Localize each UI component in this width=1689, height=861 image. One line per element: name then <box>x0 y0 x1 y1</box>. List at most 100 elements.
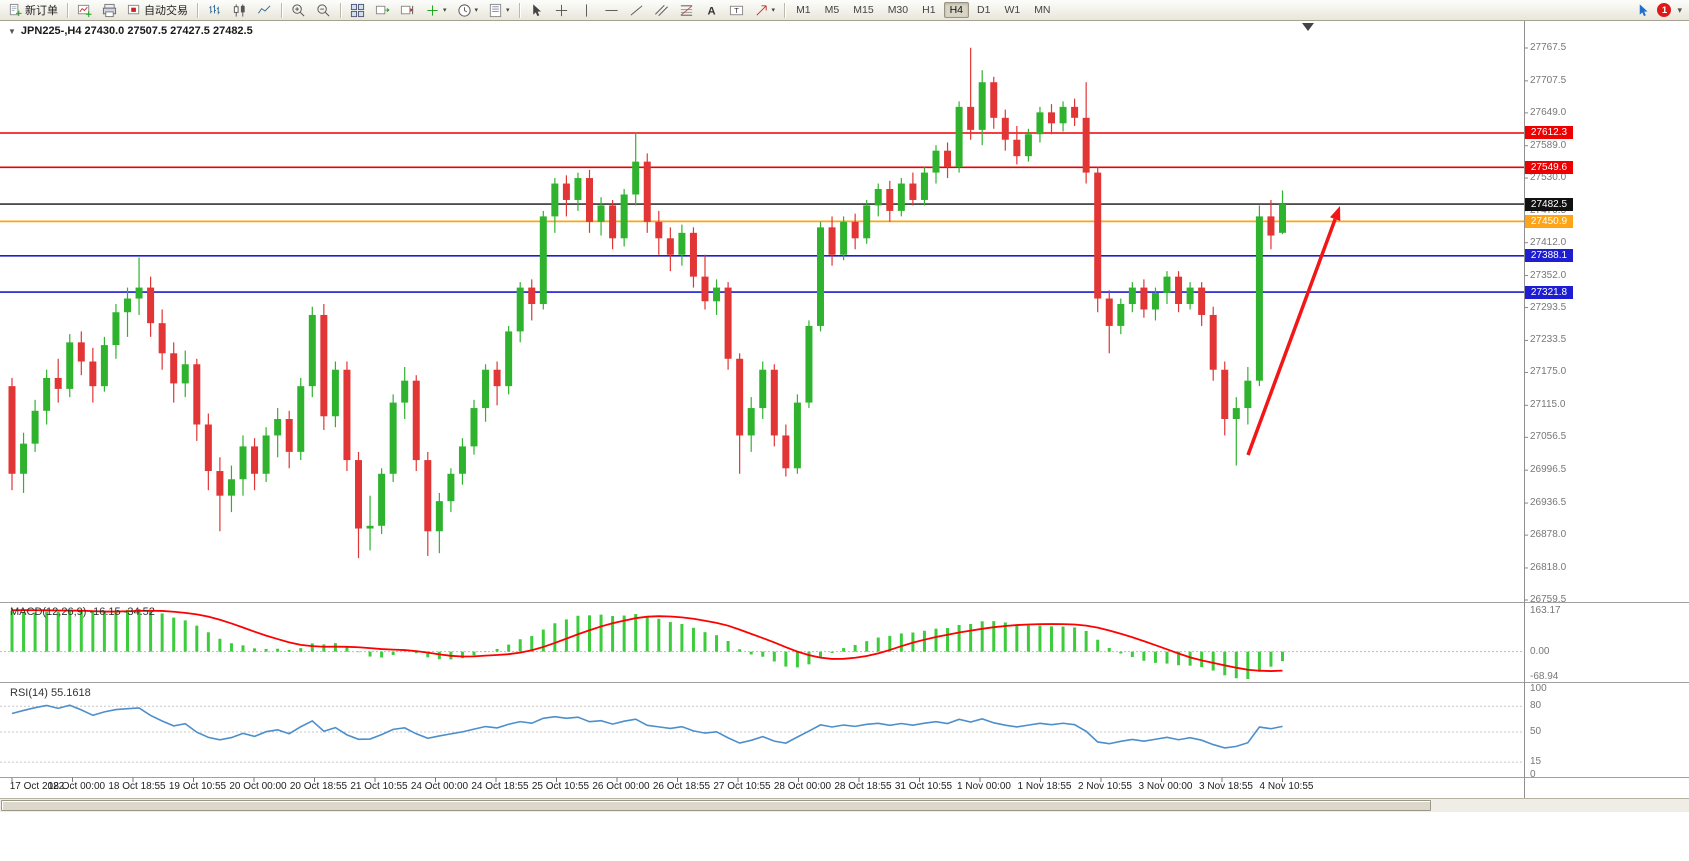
timeframe-m5-button[interactable]: M5 <box>824 4 840 16</box>
autotrading-label: 自动交易 <box>144 5 188 17</box>
zoom-in-icon <box>292 3 305 16</box>
price-axis-label: 26818.0 <box>1530 561 1567 573</box>
cursor-button[interactable] <box>525 0 548 20</box>
time-axis-label: 28 Oct 00:00 <box>773 781 832 792</box>
price-axis-label: 27649.0 <box>1530 106 1567 118</box>
equidistant-channel-button[interactable] <box>650 0 673 20</box>
toolbar-separator <box>281 2 282 18</box>
shift-icon <box>400 5 414 14</box>
text-label-button[interactable]: T <box>725 0 748 20</box>
autotrading-icon <box>127 4 140 14</box>
time-axis-label: 20 Oct 00:00 <box>229 781 287 792</box>
rsi-pane-separator[interactable] <box>0 682 1689 685</box>
bars-icon <box>209 4 220 14</box>
tile-windows-button[interactable] <box>346 0 369 20</box>
trend-arrow-object[interactable] <box>1246 206 1341 456</box>
timeframe-h4-button[interactable]: H4 <box>943 2 969 18</box>
print-button[interactable] <box>98 0 121 20</box>
chart-expand-icon[interactable]: ▼ <box>8 26 16 36</box>
time-axis-label: 2 Nov 10:55 <box>1078 781 1132 792</box>
time-axis-label: 25 Oct 10:55 <box>531 781 590 792</box>
svg-text:T: T <box>734 5 739 14</box>
toolbar-buttons: 新订单 自动交易 ▾ ▾ ▾ A T ▾ M1 M5 M15 M30 H1 H4 D1 W1 MN <box>3 0 1058 20</box>
time-axis-label: 24 Oct 00:00 <box>410 781 469 792</box>
new-order-button[interactable]: 新订单 <box>4 0 62 20</box>
horizontal-line-button[interactable] <box>600 0 623 20</box>
price-line-tag: 27549.6 <box>1525 160 1573 174</box>
arrows-button[interactable]: ▾ <box>750 0 780 20</box>
autotrading-button[interactable]: 自动交易 <box>123 0 192 20</box>
macd-indicator-label: MACD(12,26,9) -16.15 -34.52 <box>10 606 155 618</box>
chart-shift-button[interactable] <box>396 0 419 20</box>
macd-pane-separator[interactable] <box>0 602 1689 605</box>
price-axis-label: 27530.0 <box>1530 172 1567 184</box>
zoom-out-button[interactable] <box>312 0 335 20</box>
timeframe-m1-button[interactable]: M1 <box>796 4 811 16</box>
label-icon: T <box>729 5 743 15</box>
crosshair-button[interactable] <box>550 0 573 20</box>
timeframe-d1-button[interactable]: D1 <box>977 4 991 16</box>
line-chart-icon <box>258 4 271 14</box>
toolbar-overflow-icon[interactable]: ▾ <box>1677 4 1682 15</box>
time-axis-label: 4 Nov 10:55 <box>1259 781 1314 792</box>
time-axis-label: 17 Oct 2022 <box>9 781 65 792</box>
blue-cursor-icon <box>1640 3 1648 16</box>
price-axis-label: 27412.0 <box>1530 236 1567 248</box>
auto-scroll-button[interactable] <box>371 0 394 20</box>
toolbar-separator <box>784 2 786 18</box>
time-axis-label: 3 Nov 18:55 <box>1199 781 1253 792</box>
chart-shift-marker[interactable] <box>1302 23 1314 31</box>
time-axis-label: 28 Oct 18:55 <box>834 781 892 792</box>
rsi-axis-label: 15 <box>1530 756 1542 768</box>
timeframe-w1-button[interactable]: W1 <box>1004 4 1021 16</box>
timeframe-h1-button[interactable]: H1 <box>922 4 936 16</box>
rsi-line <box>11 704 1283 749</box>
toolbar-separator <box>340 2 341 18</box>
macd-signal-line <box>11 609 1283 672</box>
cursor-icon <box>532 3 541 16</box>
horizontal-scrollbar[interactable] <box>0 798 1689 812</box>
trendline-button[interactable] <box>625 0 648 20</box>
rsi-axis-label: 50 <box>1530 726 1542 737</box>
new-chart-button[interactable] <box>73 0 96 20</box>
time-axis-label: 24 Oct 18:55 <box>471 781 529 792</box>
zoom-in-button[interactable] <box>287 0 310 20</box>
vertical-line-button[interactable] <box>575 0 598 20</box>
fibonacci-button[interactable] <box>675 0 698 20</box>
zoom-out-icon <box>317 3 330 16</box>
candlestick-chart-button[interactable] <box>228 0 251 20</box>
line-chart-button[interactable] <box>253 0 276 20</box>
timeframe-m15-button[interactable]: M15 <box>853 4 874 16</box>
text-button[interactable]: A <box>700 0 723 20</box>
new-chart-icon <box>77 4 92 17</box>
time-axis-label: 20 Oct 18:55 <box>289 781 348 792</box>
crosshair-icon <box>555 4 567 16</box>
price-axis-label: 27352.0 <box>1530 269 1567 281</box>
price-line-tag: 27388.1 <box>1525 249 1573 263</box>
templates-button[interactable]: ▾ <box>484 0 514 20</box>
scrollbar-thumb[interactable] <box>1 800 1431 811</box>
bar-chart-button[interactable] <box>203 0 226 20</box>
toolbar-separator <box>197 2 198 18</box>
time-axis-label: 21 Oct 10:55 <box>350 781 408 792</box>
price-axis-label: 26878.0 <box>1530 529 1567 541</box>
new-order-label: 新订单 <box>25 5 58 17</box>
price-line-tag: 27321.8 <box>1525 285 1573 299</box>
price-axis-label: 26996.5 <box>1530 464 1567 476</box>
time-axis-label: 18 Oct 18:55 <box>108 781 166 792</box>
price-axis-label: 27589.0 <box>1530 139 1567 151</box>
caret-down-icon: ▾ <box>443 7 447 14</box>
indicators-button[interactable]: ▾ <box>421 0 451 20</box>
rsi-axis-label: 80 <box>1530 700 1542 712</box>
time-axis-label: 26 Oct 00:00 <box>592 781 650 792</box>
timeframe-mn-button[interactable]: MN <box>1034 4 1051 16</box>
print-icon <box>102 3 117 17</box>
horizontal-lines-layer[interactable] <box>0 132 1524 293</box>
notification-badge[interactable]: 1 <box>1657 3 1672 17</box>
periods-button[interactable]: ▾ <box>453 0 483 20</box>
macd-histogram <box>10 609 1284 679</box>
community-cursor-button[interactable] <box>1636 3 1651 18</box>
timeframe-m30-button[interactable]: M30 <box>887 4 909 16</box>
